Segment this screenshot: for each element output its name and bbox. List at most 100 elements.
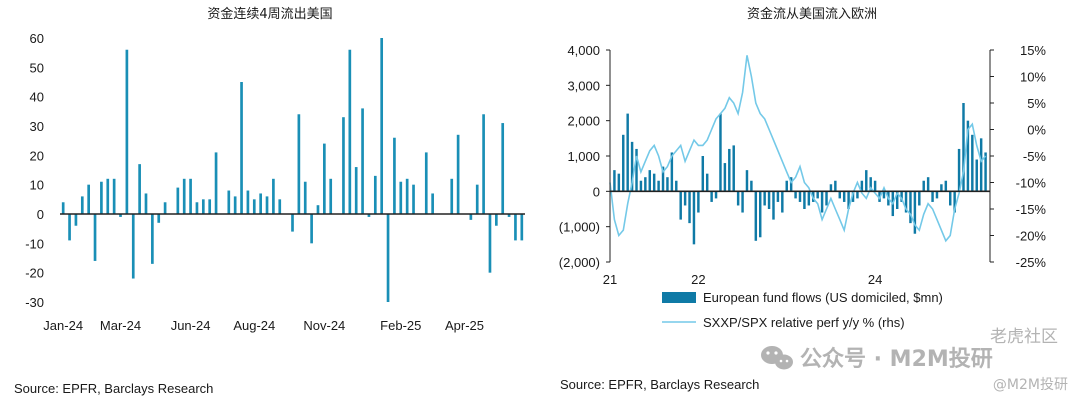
left-flow-bar: [208, 199, 212, 214]
right-flow-bar: [865, 170, 868, 192]
left-chart-title: 资金连续4周流出美国: [207, 6, 332, 22]
right-flow-bar: [935, 191, 939, 199]
left-flow-bar: [201, 199, 205, 214]
right-y2-tick-label: -5%: [1023, 149, 1047, 164]
right-y-tick-label: (1,000): [559, 220, 600, 235]
right-flow-bar: [834, 180, 837, 192]
left-flow-bar: [195, 202, 199, 214]
watermark-account-text: 公众号 · M2M投研: [800, 347, 993, 372]
left-flow-bar: [259, 193, 262, 214]
right-flow-bar: [860, 180, 864, 192]
left-flow-bar: [373, 175, 377, 214]
right-y-tick-label: 1,000: [567, 149, 600, 164]
right-flow-bar: [728, 148, 731, 192]
right-flow-bar: [873, 180, 877, 192]
left-flow-bar: [227, 190, 231, 214]
left-flow-bar: [507, 214, 511, 217]
left-chart: 资金连续4周流出美国 60 50 40 30 20 10 0 -10 -20 -30 Jan-24…: [14, 6, 525, 396]
right-flow-bar: [767, 191, 771, 209]
right-flow-bar: [882, 191, 886, 199]
right-y-tick-label: 3,000: [567, 78, 600, 93]
right-y-tick-label: 2,000: [567, 114, 600, 129]
left-flow-bar: [291, 214, 294, 232]
right-y2-tick-label: -15%: [1016, 202, 1047, 217]
right-flow-bar: [692, 191, 696, 245]
left-flow-bar: [297, 114, 301, 214]
right-flow-bar: [652, 173, 656, 192]
left-flow-bar: [214, 152, 218, 214]
left-flow-bar: [380, 38, 384, 214]
legend-flow-swatch: [662, 292, 696, 303]
left-flow-bar: [431, 193, 434, 214]
right-flow-bar: [971, 134, 974, 192]
right-flow-bar: [763, 191, 766, 206]
right-flow-bar: [913, 191, 917, 234]
left-y-tick-label: 20: [30, 148, 44, 163]
left-flow-bar: [482, 114, 485, 214]
right-flow-bar: [781, 191, 784, 213]
right-flow-bar: [613, 170, 616, 192]
right-flow-bar: [626, 113, 629, 192]
left-flow-bar: [303, 181, 307, 214]
left-flow-bar: [469, 214, 473, 220]
right-flow-bar: [741, 191, 744, 213]
right-flow-bar: [966, 120, 970, 192]
right-flow-bar: [644, 177, 647, 192]
left-flow-bar: [316, 205, 320, 214]
right-flow-bar: [789, 177, 793, 192]
left-x-tick-label: Apr-25: [445, 318, 484, 333]
left-flow-bar: [163, 202, 167, 214]
right-flow-bar: [918, 191, 921, 206]
right-flow-bar: [851, 191, 855, 202]
right-flow-bar: [723, 163, 727, 192]
right-y2-tick-label: -10%: [1016, 176, 1047, 191]
right-y2-tick-label: 15%: [1020, 43, 1046, 58]
right-y2-tick-label: 10%: [1020, 70, 1046, 85]
left-flow-bar: [80, 196, 84, 214]
right-flow-bar: [979, 138, 983, 192]
wechat-icon: [761, 346, 793, 370]
left-x-axis: Jan-24 Mar-24 Jun-24 Aug-24 Nov-24 Feb-25 Apr-…: [43, 318, 484, 333]
watermark: 老虎社区 公众号 · M2M投研 @M2M投研: [761, 327, 1068, 393]
right-flow-bar: [816, 191, 819, 199]
left-flow-bar: [151, 214, 154, 264]
left-x-tick-label: Aug-24: [233, 318, 275, 333]
left-flow-bar: [393, 137, 396, 214]
right-flow-bar: [630, 141, 634, 192]
left-flow-bar: [176, 187, 180, 214]
right-flow-bar: [909, 191, 912, 224]
right-flow-bar: [825, 191, 828, 206]
right-flow-bar: [842, 191, 846, 202]
left-flow-bar: [100, 181, 103, 214]
left-flow-bar: [233, 196, 237, 214]
left-flow-bar: [348, 49, 352, 214]
right-flow-bar: [957, 148, 961, 192]
left-y-tick-label: 10: [30, 178, 44, 193]
left-flow-bar: [112, 178, 116, 214]
left-flow-bar: [272, 178, 275, 214]
left-source-note: Source: EPFR, Barclays Research: [14, 381, 213, 396]
right-flow-bar: [926, 177, 930, 192]
left-flow-bar: [520, 214, 524, 241]
left-flow-bar: [354, 167, 358, 214]
right-y2-tick-label: 5%: [1027, 96, 1046, 111]
left-flow-bar: [68, 214, 71, 241]
right-flow-bar: [798, 191, 802, 202]
right-flow-bar: [754, 191, 758, 241]
left-flow-bar: [494, 214, 498, 226]
left-flow-bar: [450, 178, 454, 214]
left-flow-bar: [329, 178, 333, 214]
left-flow-bar: [514, 214, 517, 241]
left-flow-bar: [61, 202, 65, 214]
left-flow-bar: [278, 199, 282, 214]
right-flow-bar: [900, 191, 903, 202]
right-flow-bar: [803, 191, 806, 209]
left-x-tick-label: Nov-24: [303, 318, 345, 333]
right-left-y-axis: 4,000 3,000 2,000 1,000 0 (1,000) (2,000): [559, 43, 610, 270]
right-flow-bar: [736, 191, 740, 206]
left-flow-bar: [138, 164, 141, 214]
right-flow-bar: [705, 173, 709, 192]
right-flow-bar: [904, 191, 908, 213]
right-flow-bar: [940, 184, 943, 192]
legend-flow-label: European fund flows (US domiciled, $mn): [703, 290, 943, 305]
